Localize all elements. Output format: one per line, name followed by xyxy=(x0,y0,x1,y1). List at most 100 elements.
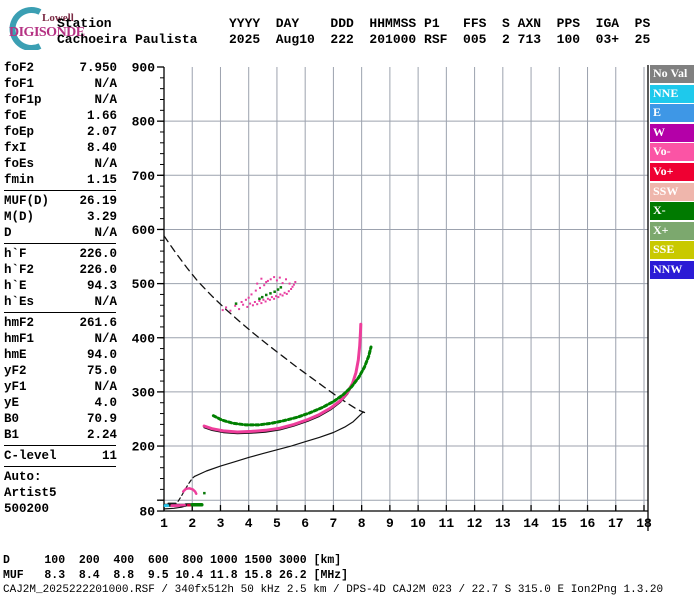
param-row-hf2: h`F2 226.0 xyxy=(4,262,117,278)
param-value: N/A xyxy=(94,157,117,171)
station-label: Station xyxy=(57,16,112,31)
param-label: yE xyxy=(4,396,20,410)
param-row-clevel: C-level 11 xyxy=(4,448,117,464)
param-row-mufd: MUF(D) 26.19 xyxy=(4,193,117,209)
param-label: foEp xyxy=(4,125,35,139)
legend-item-sse: SSE xyxy=(650,241,694,260)
param-label: yF1 xyxy=(4,380,27,394)
status-line: CAJ2M_2025222201000.RSF / 340fx512h 50 k… xyxy=(3,584,664,596)
param-label: C-level xyxy=(4,449,57,463)
param-label: M(D) xyxy=(4,210,35,224)
param-row-b0: B0 70.9 xyxy=(4,411,117,427)
param-row-b1: B1 2.24 xyxy=(4,427,117,443)
param-row-fmin: fmin 1.15 xyxy=(4,172,117,188)
param-value: N/A xyxy=(94,332,117,346)
y-tick-label: 400 xyxy=(132,331,156,346)
logo-digisonde-text: DIGISONDE xyxy=(9,25,85,40)
legend-item-noval: No Val xyxy=(650,65,694,83)
x-tick-label: 9 xyxy=(386,516,394,531)
param-value: 75.0 xyxy=(86,364,117,378)
param-value: 11 xyxy=(101,449,117,463)
param-label: 500200 xyxy=(4,502,50,516)
param-value: 3.29 xyxy=(86,210,117,224)
param-label: h`F2 xyxy=(4,263,35,277)
x-tick-label: 3 xyxy=(217,516,225,531)
param-label: h`F xyxy=(4,247,27,261)
param-row-auto: Auto: xyxy=(4,469,117,485)
true-height-profile xyxy=(193,411,364,477)
param-divider xyxy=(4,190,116,191)
param-value: 70.9 xyxy=(86,412,117,426)
param-row-he: h`E 94.3 xyxy=(4,278,117,294)
f-trace-ordinary xyxy=(202,322,363,434)
x-tick-label: 1 xyxy=(160,516,168,531)
legend-item-vo+: Vo+ xyxy=(650,162,694,181)
param-row-foes: foEs N/A xyxy=(4,156,117,172)
x-tick-label: 15 xyxy=(551,516,567,531)
station-name: Cachoeira Paulista xyxy=(57,32,198,47)
f-trace-extraordinary xyxy=(211,345,373,427)
legend-item-e: E xyxy=(650,104,694,123)
legend-item-x-: X- xyxy=(650,202,694,221)
param-row-hf: h`F 226.0 xyxy=(4,246,117,262)
param-row-md: M(D) 3.29 xyxy=(4,209,117,225)
param-row-500200: 500200 xyxy=(4,501,117,517)
legend-item-vo-: Vo- xyxy=(650,143,694,162)
logo-arc-icon xyxy=(9,7,42,50)
param-value: N/A xyxy=(94,93,117,107)
x-tick-label: 10 xyxy=(410,516,426,531)
param-label: hmE xyxy=(4,348,27,362)
param-label: foEs xyxy=(4,157,35,171)
param-row-foe: foE 1.66 xyxy=(4,108,117,124)
header-table: YYYY DAY DDD HHMMSS P1 FFS S AXN PPS IGA… xyxy=(229,16,651,47)
x-tick-label: 16 xyxy=(580,516,596,531)
artist-o-trace-fit xyxy=(203,325,362,435)
param-label: hmF2 xyxy=(4,316,35,330)
param-value: 7.950 xyxy=(79,61,117,75)
param-label: foF1p xyxy=(4,93,42,107)
param-row-fof1p: foF1p N/A xyxy=(4,92,117,108)
parameter-panel: foF2 7.950 foF1 N/A foF1p N/A foE 1.66 foEp 2.07 f… xyxy=(4,60,117,517)
x-tick-label: 2 xyxy=(188,516,196,531)
legend-item-ssw: SSW xyxy=(650,182,694,201)
y-tick-label: 200 xyxy=(132,440,156,455)
y-tick-label: 80 xyxy=(139,505,155,520)
param-label: foF2 xyxy=(4,61,35,75)
param-row-ye: yE 4.0 xyxy=(4,395,117,411)
param-label: D xyxy=(4,226,12,240)
legend-item-x+: X+ xyxy=(650,221,694,240)
param-row-fof1: foF1 N/A xyxy=(4,76,117,92)
param-row-hmf2: hmF2 261.6 xyxy=(4,315,117,331)
param-value: 94.3 xyxy=(86,279,117,293)
distance-muf-table: D 100 200 400 600 800 1000 1500 3000 [km… xyxy=(3,554,349,582)
param-row-d: D N/A xyxy=(4,225,117,241)
param-value: 226.0 xyxy=(79,247,117,261)
legend-item-nne: NNE xyxy=(650,84,694,103)
es-arc xyxy=(181,487,198,495)
logo-lowell-text: Lowell xyxy=(42,12,74,24)
x-tick-label: 6 xyxy=(301,516,309,531)
param-row-hes: h`Es N/A xyxy=(4,294,117,310)
x-tick-label: 12 xyxy=(467,516,483,531)
param-label: foE xyxy=(4,109,27,123)
param-label: hmF1 xyxy=(4,332,35,346)
x-tick-label: 13 xyxy=(495,516,511,531)
param-value: N/A xyxy=(94,77,117,91)
param-divider xyxy=(4,243,116,244)
x-tick-label: 8 xyxy=(358,516,366,531)
param-label: B1 xyxy=(4,428,20,442)
param-row-foep: foEp 2.07 xyxy=(4,124,117,140)
param-row-yf2: yF2 75.0 xyxy=(4,363,117,379)
x-tick-label: 7 xyxy=(330,516,338,531)
x-tick-label: 11 xyxy=(439,516,455,531)
y-tick-label: 700 xyxy=(132,169,156,184)
param-row-artist5: Artist5 xyxy=(4,485,117,501)
param-value: N/A xyxy=(94,226,117,240)
param-value: 1.15 xyxy=(86,173,117,187)
x-tick-label: 18 xyxy=(636,516,652,531)
param-label: foF1 xyxy=(4,77,35,91)
param-label: h`Es xyxy=(4,295,35,309)
y-tick-label: 800 xyxy=(132,115,156,130)
